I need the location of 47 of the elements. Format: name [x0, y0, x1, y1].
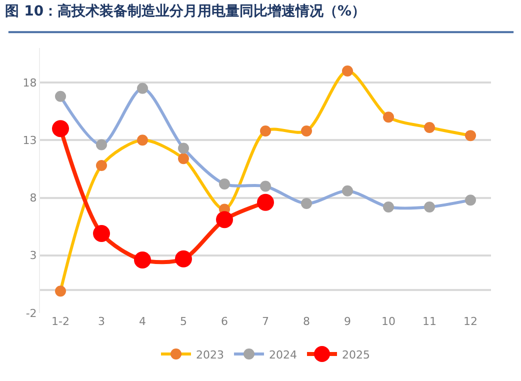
x-tick-label: 12 [464, 315, 478, 328]
x-tick-label: 5 [180, 315, 187, 328]
x-tick-label: 6 [221, 315, 228, 328]
point [301, 198, 312, 210]
point [178, 153, 189, 164]
legend-label: 2023 [196, 348, 224, 362]
legend-label: 2025 [342, 348, 370, 362]
y-tick-label: -2 [26, 306, 37, 320]
x-tick-label: 4 [139, 315, 146, 328]
legend-label: 2024 [269, 348, 297, 362]
x-tick-label: 9 [344, 315, 351, 328]
point [137, 134, 148, 146]
point [55, 90, 66, 102]
y-tick-label: 8 [30, 192, 37, 205]
point [260, 180, 271, 192]
point [424, 202, 435, 212]
point [96, 139, 107, 150]
point [424, 122, 435, 133]
point [96, 160, 107, 172]
point [257, 194, 274, 211]
x-tick-label: 10 [382, 315, 396, 328]
point [175, 250, 192, 268]
chart-title: 图 10：高技术装备制造业分月用电量同比增速情况（%） [5, 2, 366, 20]
point [383, 202, 394, 212]
point [93, 225, 110, 242]
point [260, 125, 271, 136]
y-tick-label: 3 [30, 249, 37, 262]
point [134, 252, 151, 268]
x-tick-label: 3 [98, 315, 105, 328]
y-tick-label: 13 [22, 134, 37, 148]
x-tick-label: 1-2 [52, 315, 70, 328]
point [301, 125, 312, 136]
x-tick-label: 11 [422, 315, 436, 328]
point [216, 211, 233, 228]
point [52, 120, 69, 138]
y-tick-label: 18 [22, 76, 37, 90]
x-tick-label: 7 [262, 315, 269, 328]
point [342, 66, 353, 77]
point [137, 82, 148, 94]
point [465, 130, 476, 142]
point [55, 286, 66, 297]
point [219, 178, 230, 190]
point [342, 185, 353, 196]
point [465, 194, 476, 206]
point [178, 142, 189, 154]
x-tick-label: 8 [303, 315, 310, 328]
point [383, 112, 394, 123]
